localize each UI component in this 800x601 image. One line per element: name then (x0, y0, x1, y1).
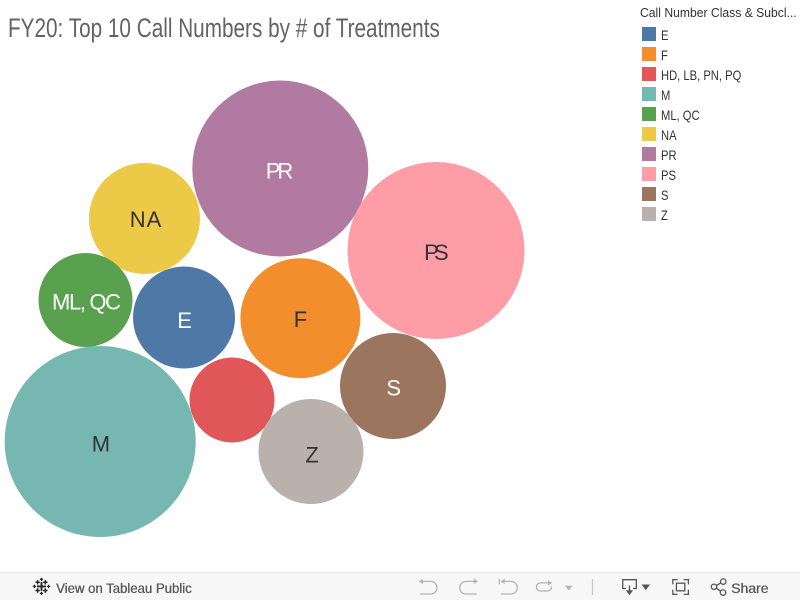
svg-text:S: S (386, 376, 401, 401)
svg-text:NA: NA (130, 207, 162, 232)
svg-text:M: M (92, 432, 110, 457)
svg-text:E: E (177, 308, 192, 333)
svg-text:PS: PS (424, 240, 449, 265)
svg-text:ML, QC: ML, QC (52, 290, 121, 315)
svg-text:F: F (294, 307, 307, 332)
svg-text:Z: Z (305, 443, 318, 468)
svg-text:PR: PR (266, 159, 294, 184)
